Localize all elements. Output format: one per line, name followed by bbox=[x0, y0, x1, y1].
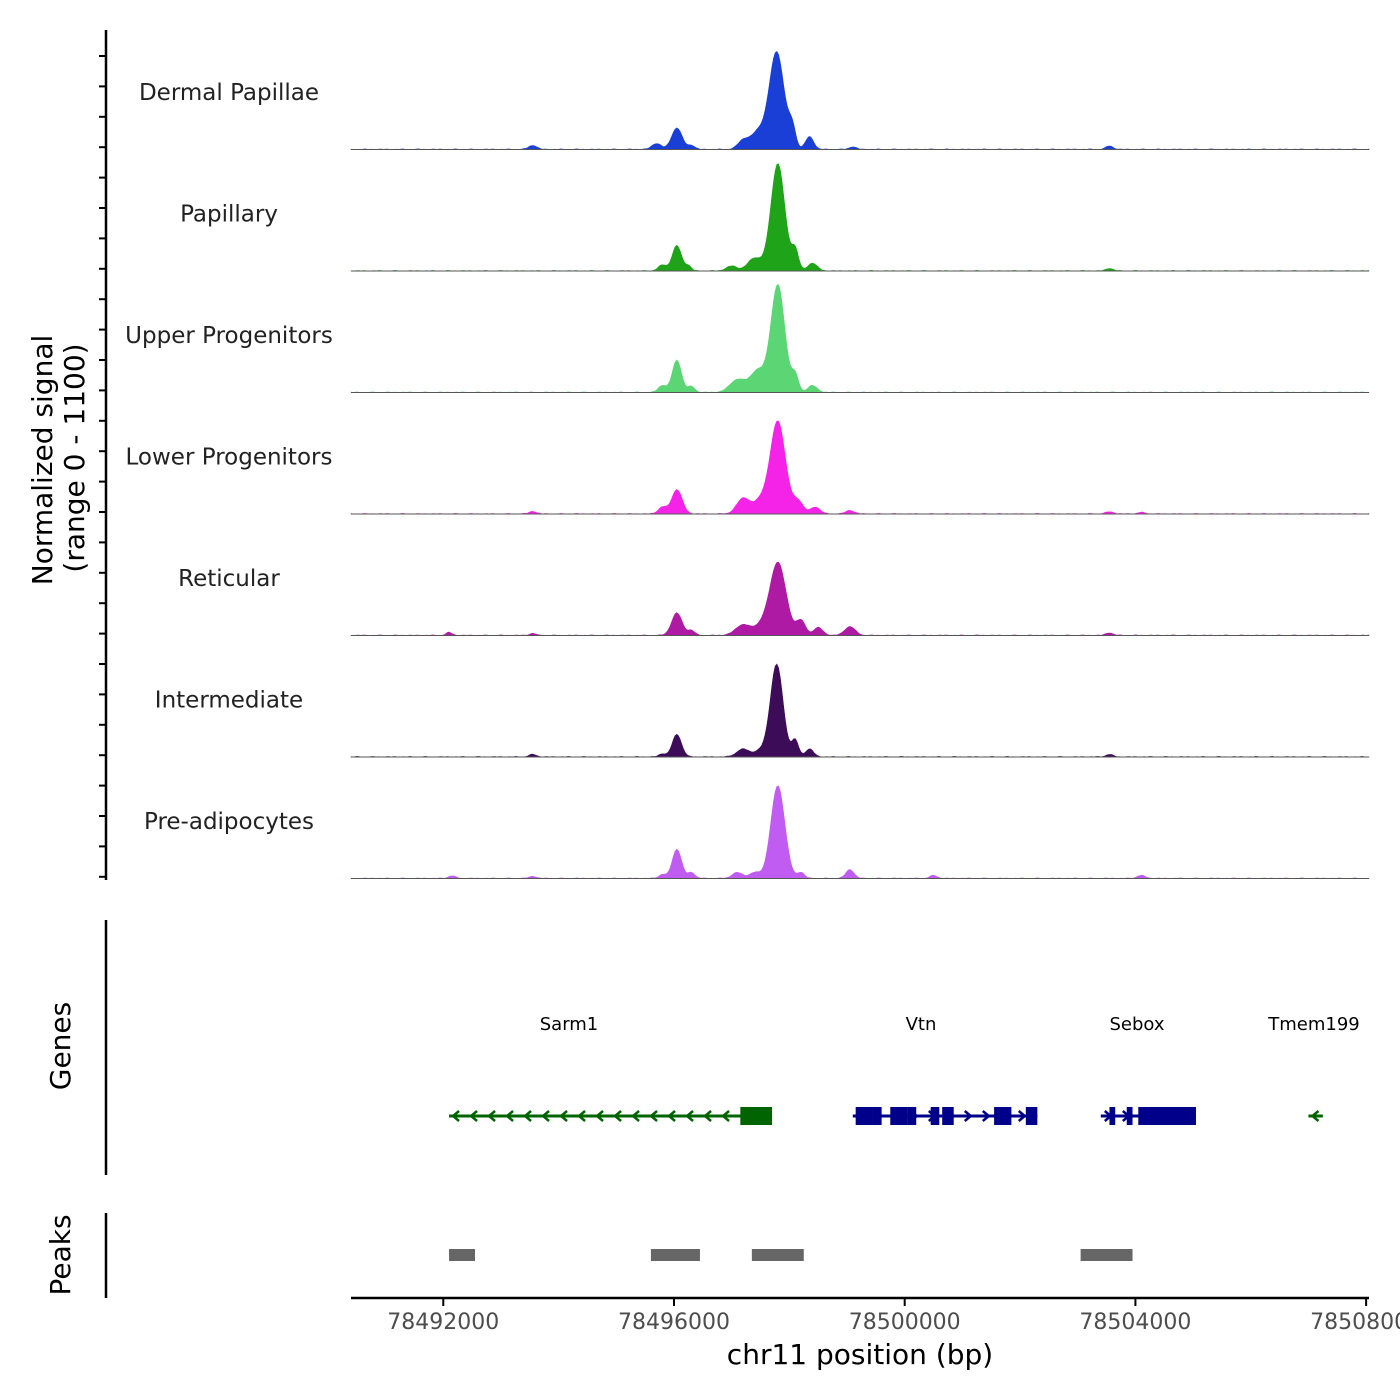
peak-region bbox=[1080, 1249, 1133, 1261]
gene-model: Sebox bbox=[1100, 1014, 1196, 1125]
strand-arrow bbox=[685, 1110, 694, 1122]
gene-exon bbox=[994, 1107, 1012, 1125]
peaks-panel: Peaks bbox=[44, 1213, 1133, 1298]
signal-tracks bbox=[350, 50, 1370, 879]
gene-exon bbox=[1126, 1107, 1133, 1125]
signal-track bbox=[350, 785, 1370, 879]
track-label: Lower Progenitors bbox=[126, 445, 333, 471]
strand-arrow bbox=[541, 1110, 550, 1122]
strand-arrow bbox=[595, 1110, 604, 1122]
strand-arrow bbox=[523, 1110, 532, 1122]
track-label: Intermediate bbox=[155, 688, 303, 714]
track-label: Papillary bbox=[180, 202, 278, 228]
track-label: Upper Progenitors bbox=[125, 323, 333, 349]
track-labels: Dermal Papillae Papillary Upper Progenitor… bbox=[125, 80, 333, 835]
strand-arrow bbox=[451, 1110, 460, 1122]
gene-exon bbox=[740, 1107, 773, 1125]
strand-arrow bbox=[963, 1110, 973, 1122]
strand-arrow bbox=[981, 1110, 991, 1122]
x-tick-label: 78500000 bbox=[849, 1310, 961, 1335]
signal-track bbox=[350, 663, 1370, 758]
gene-name-label: Vtn bbox=[906, 1014, 937, 1035]
gene-exon bbox=[872, 1107, 882, 1125]
track-label: Dermal Papillae bbox=[139, 80, 319, 106]
gene-models: Sarm1 Vtn Sebox Tmem199 bbox=[449, 1014, 1360, 1125]
peak-region bbox=[650, 1249, 700, 1261]
strand-arrow bbox=[1310, 1110, 1320, 1122]
gene-model: Sarm1 bbox=[449, 1014, 773, 1125]
strand-arrow bbox=[505, 1110, 514, 1122]
peak-regions bbox=[449, 1249, 1133, 1261]
gene-exon bbox=[890, 1107, 908, 1125]
peak-region bbox=[449, 1249, 476, 1261]
strand-arrow bbox=[703, 1110, 712, 1122]
genes-panel-label: Genes bbox=[44, 1002, 77, 1090]
gene-exon bbox=[930, 1107, 940, 1125]
x-axis: 78492000 78496000 78500000 78504000 78508000… bbox=[351, 1296, 1400, 1371]
track-label: Reticular bbox=[178, 566, 280, 592]
signal-track bbox=[350, 420, 1370, 515]
x-axis-ticks: 78492000 78496000 78500000 78504000 78508000 bbox=[387, 1298, 1400, 1335]
gene-exon bbox=[1109, 1107, 1116, 1125]
signal-track bbox=[350, 561, 1370, 636]
x-tick-label: 78504000 bbox=[1079, 1310, 1191, 1335]
strand-arrow bbox=[487, 1110, 496, 1122]
peaks-panel-label: Peaks bbox=[44, 1214, 77, 1295]
signal-track bbox=[350, 284, 1370, 393]
x-tick-label: 78492000 bbox=[387, 1310, 499, 1335]
strand-arrow bbox=[469, 1110, 478, 1122]
strand-arrow bbox=[1017, 1110, 1027, 1122]
x-tick-label: 78508000 bbox=[1310, 1310, 1400, 1335]
gene-name-label: Sebox bbox=[1109, 1014, 1164, 1035]
x-tick-label: 78496000 bbox=[618, 1310, 730, 1335]
signal-y-axis-range-label: (range 0 - 1100) bbox=[58, 343, 91, 572]
gene-exon bbox=[1138, 1107, 1196, 1125]
track-label: Pre-adipocytes bbox=[144, 809, 314, 835]
x-axis-label: chr11 position (bp) bbox=[727, 1338, 993, 1371]
strand-arrow bbox=[559, 1110, 568, 1122]
gene-name-label: Sarm1 bbox=[540, 1014, 599, 1035]
genes-panel: Genes Sarm1 Vtn Sebox Tmem199 bbox=[44, 920, 1360, 1175]
strand-arrow bbox=[631, 1110, 640, 1122]
strand-arrow bbox=[721, 1110, 730, 1122]
gene-exon bbox=[855, 1107, 873, 1125]
gene-name-label: Tmem199 bbox=[1267, 1014, 1360, 1035]
signal-y-axis-label: Normalized signal bbox=[26, 335, 59, 586]
strand-arrow bbox=[667, 1110, 676, 1122]
gene-model: Tmem199 bbox=[1267, 1014, 1360, 1122]
peak-region bbox=[751, 1249, 804, 1261]
strand-arrow bbox=[613, 1110, 622, 1122]
gene-exon bbox=[1025, 1107, 1038, 1125]
gene-model: Vtn bbox=[852, 1014, 1038, 1125]
signal-panel: Dermal Papillae Papillary Upper Progenitor… bbox=[26, 30, 1370, 880]
strand-arrow bbox=[649, 1110, 658, 1122]
signal-y-ticks bbox=[99, 55, 106, 878]
strand-arrow bbox=[577, 1110, 586, 1122]
signal-track bbox=[350, 163, 1370, 272]
gene-exon bbox=[942, 1107, 954, 1125]
signal-track bbox=[350, 50, 1370, 150]
gene-exon bbox=[907, 1107, 917, 1125]
